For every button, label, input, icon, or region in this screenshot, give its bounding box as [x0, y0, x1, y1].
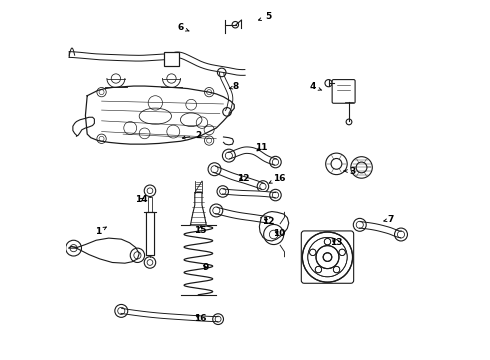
Text: 12: 12 — [262, 217, 274, 226]
Text: 4: 4 — [310, 82, 322, 91]
Text: 2: 2 — [182, 131, 201, 140]
Text: 9: 9 — [202, 264, 209, 273]
Polygon shape — [259, 212, 289, 241]
Text: 13: 13 — [330, 238, 343, 247]
Text: 6: 6 — [177, 23, 189, 32]
Text: 1: 1 — [95, 227, 106, 237]
Text: 7: 7 — [384, 215, 393, 224]
Text: 15: 15 — [194, 226, 206, 235]
Text: 16: 16 — [269, 174, 285, 183]
Bar — [146, 212, 154, 255]
Text: 3: 3 — [344, 167, 356, 176]
FancyBboxPatch shape — [332, 80, 355, 103]
FancyBboxPatch shape — [301, 231, 354, 283]
Polygon shape — [69, 238, 139, 263]
Text: 11: 11 — [255, 143, 268, 152]
Text: 12: 12 — [237, 174, 249, 183]
Text: 8: 8 — [230, 82, 239, 91]
FancyBboxPatch shape — [164, 52, 179, 66]
Text: 5: 5 — [259, 12, 271, 21]
Polygon shape — [191, 193, 206, 225]
Text: 16: 16 — [194, 314, 206, 323]
Text: 14: 14 — [135, 195, 147, 204]
Text: 10: 10 — [273, 229, 285, 238]
